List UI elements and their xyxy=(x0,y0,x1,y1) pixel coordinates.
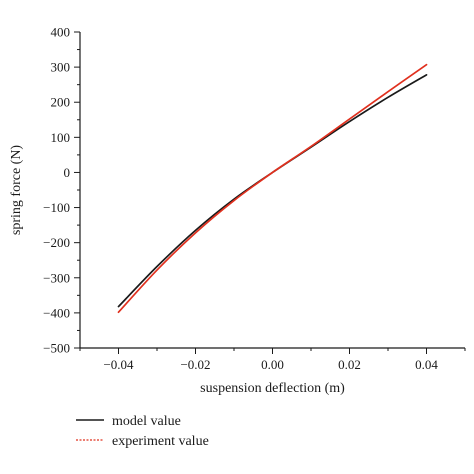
y-tick-label: 400 xyxy=(51,25,71,40)
x-tick-label: −0.04 xyxy=(103,357,134,372)
y-tick-label: 200 xyxy=(51,95,71,110)
y-tick-label: 300 xyxy=(51,60,71,75)
series-line-experiment-value xyxy=(117,63,428,314)
y-tick-label: −500 xyxy=(43,341,70,356)
y-tick-label: 100 xyxy=(51,130,71,145)
legend: model value experiment value xyxy=(76,414,209,449)
y-axis-label: spring force (N) xyxy=(9,145,24,236)
y-tick-label: −100 xyxy=(43,200,70,215)
y-tick-label: −200 xyxy=(43,235,70,250)
plot-area: 400 300 200 100 0 −100 −200 −300 −400 −500 −0.04 −0… xyxy=(9,25,466,396)
y-tick-label: −300 xyxy=(43,270,70,285)
y-tick-label: −400 xyxy=(43,305,70,320)
legend-label-model-value: model value xyxy=(112,414,181,429)
x-tick-label: −0.02 xyxy=(180,357,210,372)
x-tick-label: 0.02 xyxy=(338,357,361,372)
x-tick-label: 0.00 xyxy=(261,357,284,372)
legend-label-experiment-value: experiment value xyxy=(112,434,209,449)
series-line-model-value xyxy=(117,73,428,308)
y-tick-label: 0 xyxy=(64,165,71,180)
x-axis-label: suspension deflection (m) xyxy=(200,381,345,396)
x-tick-label: 0.04 xyxy=(415,357,438,372)
